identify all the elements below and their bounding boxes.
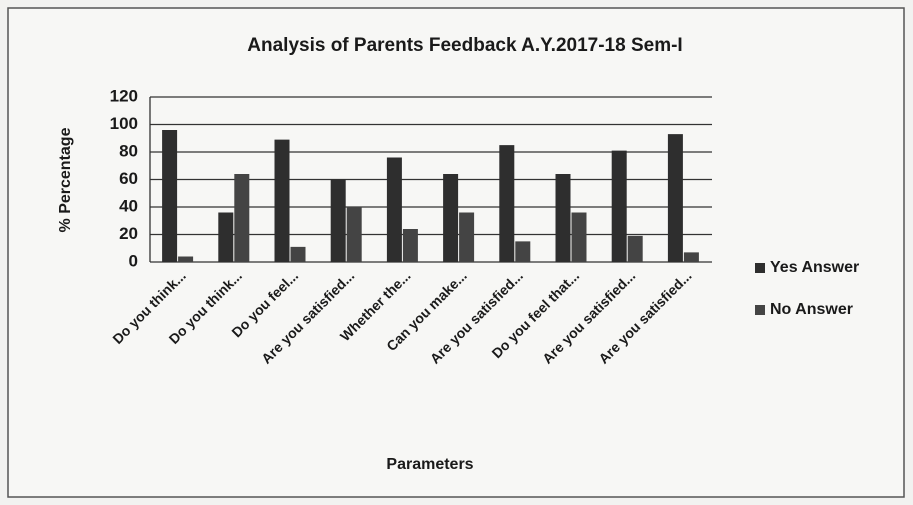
bar (346, 207, 362, 262)
bar (218, 212, 234, 262)
bar (386, 157, 402, 262)
y-tick-label: 100 (110, 114, 138, 133)
bar (627, 235, 643, 262)
legend-swatch (755, 305, 765, 315)
y-tick-label: 80 (119, 141, 138, 160)
bar (459, 212, 475, 262)
chart-title: Analysis of Parents Feedback A.Y.2017-18… (247, 35, 682, 56)
bar (178, 256, 194, 262)
bar (402, 229, 418, 262)
legend-swatch (755, 263, 765, 273)
bar (274, 139, 290, 262)
legend-label: No Answer (770, 301, 853, 318)
bar (234, 174, 250, 262)
y-axis-label: % Percentage (57, 127, 74, 232)
y-tick-label: 120 (110, 86, 138, 105)
bar (330, 179, 346, 262)
bar (499, 145, 515, 262)
bar (162, 130, 178, 262)
bar (555, 174, 571, 262)
bar (611, 150, 627, 262)
bar (571, 212, 587, 262)
bar (667, 134, 683, 262)
bar (515, 241, 531, 262)
bar (290, 246, 306, 262)
y-tick-label: 60 (119, 169, 138, 188)
x-axis-label: Parameters (386, 456, 473, 473)
bar (443, 174, 459, 262)
bar (683, 252, 699, 262)
y-tick-label: 20 (119, 224, 138, 243)
y-tick-label: 0 (129, 251, 138, 270)
y-tick-label: 40 (119, 196, 138, 215)
legend-label: Yes Answer (770, 259, 859, 276)
